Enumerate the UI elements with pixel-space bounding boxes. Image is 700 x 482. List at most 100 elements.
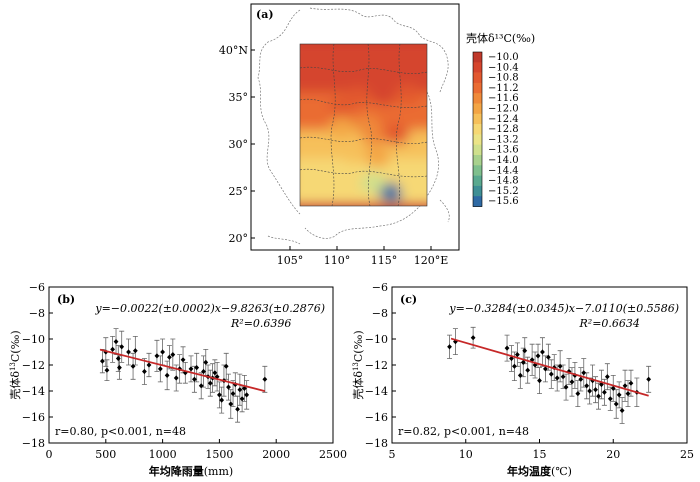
colorbar-swatch-8: [473, 134, 482, 145]
colorbar-swatch-14: [473, 196, 482, 207]
map-y-tick-label: 30°: [229, 138, 249, 151]
y-tick-label: −12: [22, 359, 45, 372]
y-tick-label: −18: [22, 437, 45, 450]
scatter-panel-c: (c) 5 10 15 20 25 −6 −8 −10 −12 −14 −16 −18 年均温度(℃) 壳体…: [351, 281, 694, 478]
map-hotspot-10: [354, 115, 381, 136]
map-panel-label: (a): [256, 8, 274, 21]
data-point: [610, 385, 616, 391]
map-data-region: [299, 43, 428, 207]
data-point: [217, 392, 222, 398]
data-point: [557, 363, 563, 369]
colorbar-swatch-7: [473, 124, 482, 135]
data-point: [593, 387, 598, 393]
data-point: [237, 387, 243, 393]
data-point: [520, 359, 526, 365]
map-x-tick-label: 120°E: [414, 254, 449, 267]
map-hotspot-14: [394, 84, 421, 105]
data-point: [604, 374, 610, 380]
x-tick-label: 20: [606, 448, 620, 461]
x-tick-label: 25: [680, 448, 694, 461]
data-point: [142, 368, 147, 375]
y-tick-label: −10: [22, 333, 45, 346]
map-x-tick-label: 115°: [371, 254, 398, 267]
map-y-tick-label: 35°: [229, 91, 249, 104]
y-tick-label: −12: [365, 359, 388, 372]
data-point: [230, 391, 236, 397]
y-tick-label: −16: [365, 411, 388, 424]
data-point: [244, 392, 250, 398]
data-point: [235, 406, 240, 412]
colorbar-label-4: −11.6: [488, 93, 519, 104]
colorbar-swatch-11: [473, 165, 482, 176]
colorbar-swatch-0: [473, 52, 482, 63]
x-tick-label: 0: [46, 448, 53, 461]
y-tick-label: −6: [29, 281, 45, 294]
data-point: [241, 385, 247, 391]
map-panel-a: (a) 105° 110° 115° 120°E 40°N 35° 30° 25° 20°: [219, 3, 535, 267]
data-point: [262, 376, 268, 382]
regression-line: [99, 348, 266, 392]
colorbar-label-12: −14.8: [488, 176, 519, 187]
map-hotspot-12: [345, 87, 372, 107]
data-point: [584, 383, 590, 389]
data-point: [192, 376, 197, 382]
data-point: [587, 388, 593, 394]
data-point: [447, 344, 452, 350]
map-hotspot-8: [389, 109, 416, 130]
data-point: [223, 363, 229, 369]
x-axis-label-text: 年均降雨量: [149, 464, 204, 478]
colorbar-label-1: −10.4: [488, 62, 519, 73]
map-colour-field: [300, 44, 427, 206]
x-tick-label: 15: [533, 448, 547, 461]
data-point: [170, 352, 176, 358]
colorbar-swatch-4: [473, 93, 482, 104]
r-squared: R²=0.6396: [230, 317, 291, 330]
data-point: [219, 397, 225, 403]
data-point: [188, 366, 194, 372]
scatter-panel-b: (b) 0 500 1000 1500 2000 2500 −6 −8 −10 −12 −14 −16 −…: [8, 281, 347, 478]
panel-label: (c): [400, 293, 417, 306]
data-point: [212, 370, 218, 376]
colorbar-swatch-13: [473, 185, 482, 197]
r-squared: R²=0.6634: [579, 317, 640, 330]
map-x-tick-label: 105°: [277, 254, 304, 267]
data-point: [113, 339, 119, 345]
colorbar-title: 壳体δ¹³C(‰): [466, 31, 535, 45]
x-tick-label: 1500: [205, 448, 233, 461]
colorbar-frame: [472, 51, 483, 207]
x-tick-label: 10: [459, 448, 473, 461]
map-hotspot-0: [378, 182, 405, 203]
data-point: [504, 345, 510, 351]
statistics-text: r=0.80, p<0.001, n=48: [55, 425, 186, 438]
data-point: [164, 372, 170, 378]
data-point: [628, 380, 634, 386]
data-point: [543, 366, 548, 372]
data-point: [160, 349, 165, 355]
data-point: [613, 401, 619, 407]
data-point: [622, 383, 628, 389]
data-point: [560, 374, 566, 380]
colorbar-swatch-3: [473, 82, 482, 94]
data-point: [646, 376, 652, 382]
regression-equation: y=−0.0022(±0.0002)x−9.8263(±0.2876): [94, 302, 325, 315]
data-point: [228, 401, 234, 407]
y-tick-label: −10: [365, 333, 388, 346]
data-point: [596, 393, 601, 399]
regression-equation: y=−0.3284(±0.0345)x−7.0110(±0.5586): [448, 302, 679, 315]
data-point: [578, 376, 584, 382]
regression-line: [450, 337, 649, 397]
data-point: [126, 349, 131, 355]
map-hotspot-2: [342, 160, 369, 181]
map-colorbar: 壳体δ¹³C(‰) −10.0−10.4−10.8−11.2−11.6−12.0…: [466, 31, 535, 207]
data-point: [119, 344, 125, 350]
y-axis-label: 壳体δ13C(‰): [351, 330, 365, 399]
data-point: [548, 371, 554, 377]
map-hotspot-4: [340, 143, 367, 164]
colorbar-swatch-2: [473, 72, 482, 84]
data-point: [167, 354, 172, 360]
colorbar-swatch-5: [473, 103, 482, 115]
data-point: [625, 391, 631, 397]
map-hotspot-5: [364, 147, 391, 168]
colorbar-label-8: −13.2: [488, 134, 519, 145]
